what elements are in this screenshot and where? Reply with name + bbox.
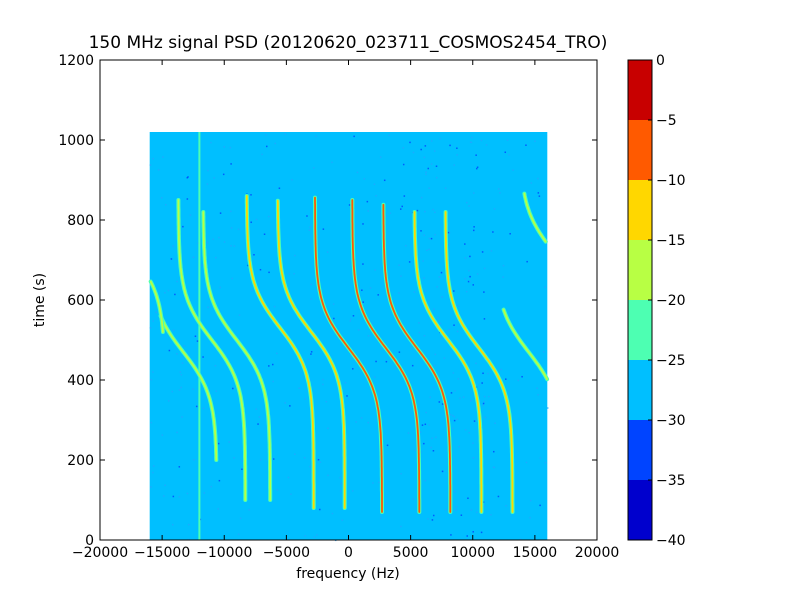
colorbar-tick-label: −40 bbox=[656, 533, 686, 549]
x-tick-label: −5000 bbox=[263, 545, 310, 561]
y-tick-label: 600 bbox=[67, 293, 94, 309]
spectrogram-heatmap bbox=[148, 132, 550, 542]
x-tick-label: 20000 bbox=[575, 545, 620, 561]
colorbar-tick-label: −20 bbox=[656, 293, 686, 309]
colorbar-tick-label: −15 bbox=[656, 233, 686, 249]
doppler-trace bbox=[444, 211, 514, 513]
y-tick-label: 400 bbox=[67, 373, 94, 389]
y-tick-label: 0 bbox=[85, 533, 94, 549]
colorbar-tick-label: −30 bbox=[656, 413, 686, 429]
y-axis-label: time (s) bbox=[32, 273, 48, 327]
colorbar bbox=[627, 59, 653, 541]
plot-area: −20000 −15000 −10000 −5000 0 5000 10000 15000 20… bbox=[58, 53, 619, 561]
doppler-trace bbox=[276, 199, 346, 509]
colorbar-tick-label: −5 bbox=[656, 113, 677, 129]
doppler-trace bbox=[382, 203, 452, 513]
doppler-trace bbox=[245, 195, 315, 509]
x-tick-label: 15000 bbox=[513, 545, 558, 561]
colorbar-band bbox=[628, 180, 652, 240]
chart-title: 150 MHz signal PSD (20120620_023711_COSM… bbox=[89, 33, 608, 53]
colorbar-tick-label: −25 bbox=[656, 353, 686, 369]
x-tick-label: 0 bbox=[344, 545, 353, 561]
doppler-trace bbox=[351, 199, 421, 513]
doppler-trace bbox=[413, 211, 483, 513]
x-tick-label: −20000 bbox=[72, 545, 128, 561]
colorbar-band bbox=[628, 240, 652, 300]
x-tick-label: 5000 bbox=[393, 545, 429, 561]
colorbar-band bbox=[628, 60, 652, 120]
colorbar-tick-label: 0 bbox=[656, 53, 665, 69]
y-tick-label: 200 bbox=[67, 453, 94, 469]
x-tick-label: −10000 bbox=[196, 545, 252, 561]
doppler-trace bbox=[202, 211, 272, 501]
colorbar-band bbox=[628, 120, 652, 180]
colorbar-band bbox=[628, 300, 652, 360]
x-tick-label: 10000 bbox=[450, 545, 495, 561]
y-tick-label: 800 bbox=[67, 213, 94, 229]
y-tick-label: 1200 bbox=[58, 53, 94, 69]
colorbar-tick-label: −35 bbox=[656, 473, 686, 489]
doppler-trace bbox=[149, 280, 164, 333]
y-axis-ticks: 0 200 400 600 800 1000 1200 bbox=[58, 53, 597, 549]
doppler-trace bbox=[177, 199, 247, 501]
x-axis-label: frequency (Hz) bbox=[296, 566, 399, 582]
doppler-trace bbox=[502, 308, 548, 381]
colorbar-ticks: 0 −5 −10 −15 −20 −25 −30 −35 −40 bbox=[648, 53, 686, 549]
colorbar-tick-label: −10 bbox=[656, 173, 686, 189]
y-tick-label: 1000 bbox=[58, 133, 94, 149]
colorbar-band bbox=[628, 420, 652, 480]
colorbar-band bbox=[628, 480, 652, 540]
doppler-trace bbox=[314, 196, 383, 513]
colorbar-band bbox=[628, 360, 652, 420]
x-axis-ticks: −20000 −15000 −10000 −5000 0 5000 10000 15000 20… bbox=[72, 60, 619, 561]
doppler-trace bbox=[159, 315, 218, 461]
x-tick-label: −15000 bbox=[134, 545, 190, 561]
doppler-trace bbox=[523, 192, 547, 243]
